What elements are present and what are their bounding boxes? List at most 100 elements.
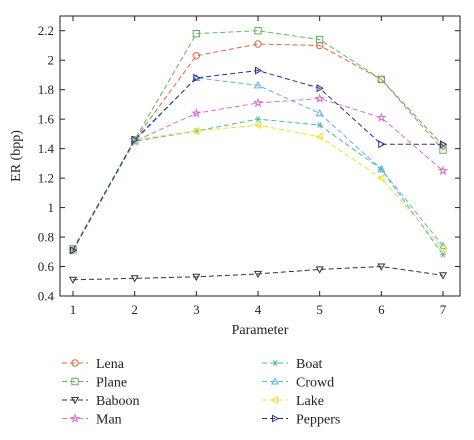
data-point-crowd [315, 109, 324, 117]
x-tick-label: 6 [378, 302, 385, 317]
legend-item-crowd: Crowd [262, 376, 334, 391]
series-line-crowd [72, 77, 444, 251]
legend-marker-man [69, 413, 81, 423]
data-point-peppers [316, 84, 324, 93]
y-tick-label: 1.2 [38, 171, 54, 186]
data-point-baboon [192, 273, 201, 282]
data-point-plane [254, 27, 262, 35]
y-tick-label: 2.2 [38, 23, 54, 38]
data-point-plane [192, 29, 201, 38]
series-group [67, 27, 449, 285]
legend-label: Boat [296, 357, 323, 372]
series-crowd [68, 73, 448, 254]
data-point-man [437, 165, 449, 176]
data-point-plane [377, 75, 386, 84]
plot-frame [59, 15, 461, 297]
data-point-boat [316, 122, 323, 129]
series-line-boat [72, 118, 444, 256]
x-tick-label: 7 [440, 302, 447, 317]
legend-item-baboon: Baboon [62, 394, 140, 409]
legend-item-boat: Boat [262, 357, 323, 372]
legend-item-plane: Plane [62, 376, 127, 391]
legend-label: Peppers [296, 413, 340, 428]
data-point-man [191, 107, 202, 118]
x-tick-label: 2 [131, 302, 138, 317]
data-point-man [252, 97, 264, 108]
data-point-peppers [378, 140, 386, 149]
x-axis-label: Parameter [232, 323, 289, 338]
data-point-baboon [377, 263, 386, 271]
y-tick-label: 0.6 [38, 259, 55, 274]
series-peppers [69, 66, 448, 255]
y-tick-label: 0.8 [38, 230, 54, 245]
legend-item-peppers: Peppers [262, 413, 340, 428]
axis-ticks: 1 2 3 4 5 6 7 0.4 0.6 0.8 1 1.2 1.4 1.6 1.8 2 2.2 [38, 16, 460, 317]
data-point-man [314, 93, 325, 103]
series-plane [69, 27, 447, 253]
data-point-crowd [377, 165, 386, 173]
data-point-lake [438, 244, 447, 253]
legend-label: Man [96, 413, 122, 428]
legend-marker-peppers [271, 414, 280, 423]
x-tick-label: 1 [70, 302, 77, 317]
data-point-plane [439, 146, 447, 154]
data-point-peppers [193, 73, 201, 82]
x-tick-label: 4 [255, 302, 262, 317]
data-point-baboon [68, 276, 78, 285]
data-point-boat [254, 116, 262, 123]
data-point-baboon [253, 270, 263, 279]
data-point-lake [315, 132, 323, 141]
legend-item-man: Man [62, 413, 122, 428]
legend-marker-plane [71, 377, 79, 386]
series-line-peppers [72, 70, 443, 251]
series-line-lena [72, 43, 444, 251]
legend-label: Crowd [296, 376, 334, 391]
legend-label: Lake [296, 394, 324, 409]
legend-label: Baboon [96, 394, 140, 409]
y-tick-label: 2 [48, 53, 55, 68]
legend-marker-crowd [270, 377, 280, 385]
y-axis-label: ER (bpp) [9, 130, 24, 182]
y-tick-label: 1.8 [38, 82, 54, 97]
y-tick-label: 1.6 [38, 112, 55, 127]
legend-item-lena: Lena [62, 357, 125, 372]
series-line-baboon [72, 266, 444, 281]
legend-marker-boat [271, 359, 279, 367]
series-boat [69, 116, 447, 258]
x-tick-label: 5 [316, 302, 323, 317]
series-lake [68, 121, 447, 255]
data-point-baboon [315, 266, 324, 274]
data-point-plane [315, 35, 324, 44]
data-point-man [376, 112, 387, 123]
legend-marker-baboon [70, 396, 80, 405]
legend-marker-lake [270, 395, 279, 405]
legend-label: Plane [96, 376, 127, 391]
data-point-peppers [69, 246, 78, 255]
y-tick-label: 0.4 [38, 289, 55, 304]
y-tick-label: 1 [48, 200, 55, 215]
series-line-plane [72, 30, 444, 250]
data-point-lena [192, 52, 201, 60]
data-point-crowd [253, 81, 263, 89]
legend-marker-lena [71, 359, 79, 367]
legend-label: Lena [96, 357, 125, 372]
plot-area-border [59, 15, 461, 297]
data-point-peppers [439, 140, 448, 149]
legend: Lena Plane Baboon Man Boat Crowd Lake Peppers [62, 357, 340, 428]
series-line-lake [72, 124, 444, 251]
legend-item-lake: Lake [262, 394, 324, 409]
data-point-lake [192, 126, 200, 135]
data-point-lake [253, 121, 262, 130]
data-point-baboon [130, 275, 139, 283]
data-point-lake [377, 174, 385, 183]
data-point-lena [315, 41, 324, 50]
data-point-boat [439, 251, 447, 258]
series-line-man [72, 98, 444, 251]
data-point-peppers [254, 66, 263, 75]
y-tick-label: 1.4 [38, 141, 55, 156]
x-tick-label: 3 [193, 302, 200, 317]
data-point-peppers [131, 135, 139, 144]
series-baboon [68, 263, 448, 285]
data-point-lena [254, 40, 262, 48]
